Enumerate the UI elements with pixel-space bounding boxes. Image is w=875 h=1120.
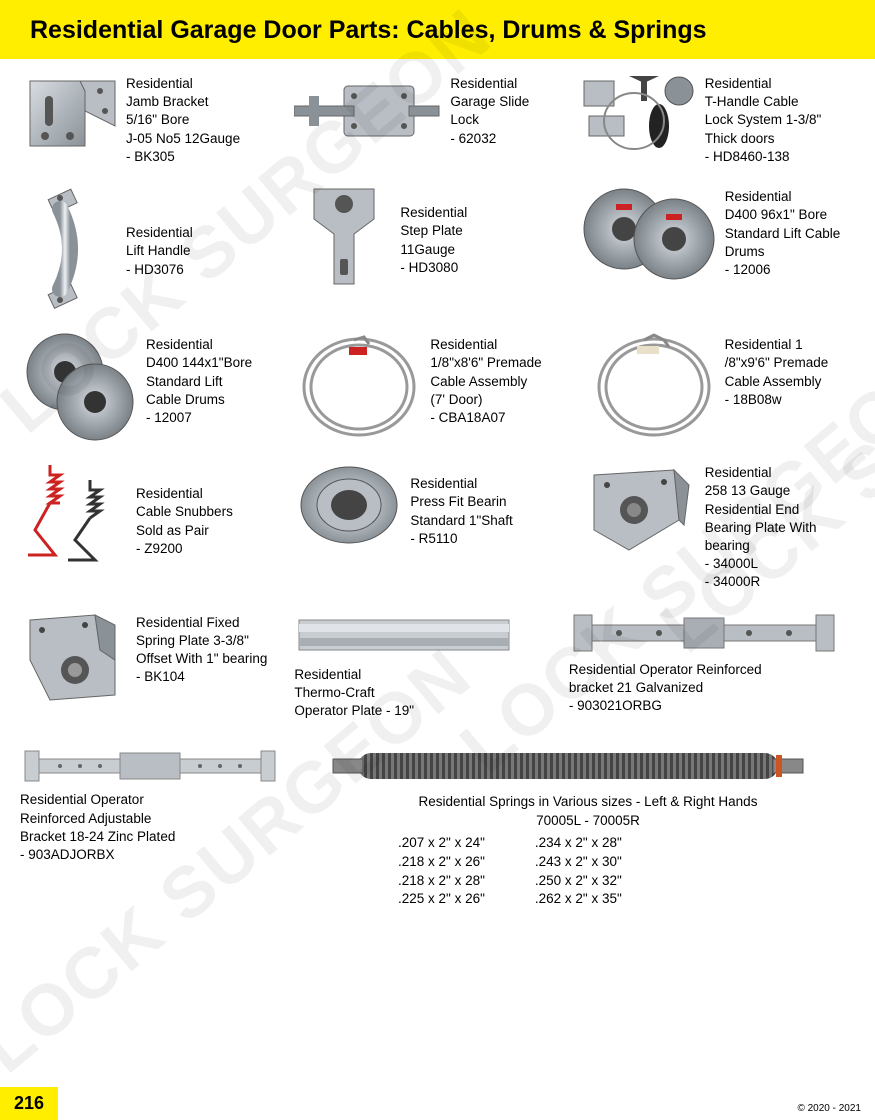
catalog-item: Residential Lift Handle - HD3076 [20, 184, 286, 314]
reinforced-bracket-icon [569, 610, 839, 655]
springs-col-1: .207 x 2" x 24" .218 x 2" x 26" .218 x 2… [398, 834, 485, 910]
catalog-item: Residential Fixed Spring Plate 3-3/8" Of… [20, 610, 286, 721]
cable-assembly-9-icon [589, 332, 719, 442]
page-number: 216 [0, 1087, 58, 1120]
catalog-row: Residential Jamb Bracket 5/16" Bore J-05… [20, 71, 855, 166]
catalog-item: Residential 258 13 Gauge Residential End… [579, 460, 855, 592]
item-label: Residential 1 /8"x9'6" Premade Cable Ass… [725, 332, 829, 409]
end-bearing-plate-icon [579, 460, 699, 560]
catalog-item: Residential T-Handle Cable Lock System 1… [579, 71, 855, 166]
catalog-row: Residential Lift Handle - HD3076 Residen… [20, 184, 855, 314]
cable-assembly-icon [294, 332, 424, 442]
catalog-item: Residential D400 96x1" Bore Standard Lif… [579, 184, 855, 314]
copyright: © 2020 - 2021 [783, 1097, 875, 1120]
page-footer: 216 © 2020 - 2021 [0, 1087, 875, 1120]
catalog-item: Residential Cable Snubbers Sold as Pair … [20, 460, 286, 592]
catalog-item-springs: Residential Springs in Various sizes - L… [308, 745, 848, 909]
springs-col-2: .234 x 2" x 28" .243 x 2" x 30" .250 x 2… [535, 834, 622, 910]
catalog-row: Residential Fixed Spring Plate 3-3/8" Of… [20, 610, 855, 721]
catalog-item: Residential Thermo-Craft Operator Plate … [294, 610, 560, 721]
catalog-item: Residential D400 144x1"Bore Standard Lif… [20, 332, 286, 442]
item-label: Residential 1/8"x8'6" Premade Cable Asse… [430, 332, 541, 427]
jamb-bracket-icon [20, 71, 120, 156]
thermo-plate-icon [294, 610, 514, 660]
catalog-item: Residential 1/8"x8'6" Premade Cable Asse… [294, 332, 580, 442]
adjustable-bracket-icon [20, 745, 280, 785]
springs-icon [328, 745, 808, 787]
page-header: Residential Garage Door Parts: Cables, D… [0, 0, 875, 59]
item-label: Residential Press Fit Bearin Standard 1"… [410, 460, 512, 548]
lift-handle-icon [20, 184, 120, 314]
item-label: Residential Operator Reinforced bracket … [569, 661, 762, 716]
item-label: Residential T-Handle Cable Lock System 1… [705, 71, 822, 166]
catalog-row: Residential Cable Snubbers Sold as Pair … [20, 460, 855, 592]
catalog-item: Residential Operator Reinforced bracket … [569, 610, 855, 721]
spring-plate-icon [20, 610, 130, 710]
springs-sizes: .207 x 2" x 24" .218 x 2" x 26" .218 x 2… [328, 834, 622, 910]
catalog-item: Residential Step Plate 11Gauge - HD3080 [294, 184, 570, 314]
catalog-row: Residential D400 144x1"Bore Standard Lif… [20, 332, 855, 442]
catalog-item: Residential 1 /8"x9'6" Premade Cable Ass… [589, 332, 855, 442]
catalog-row: Residential Operator Reinforced Adjustab… [20, 745, 855, 909]
item-label: Residential Step Plate 11Gauge - HD3080 [400, 184, 467, 277]
item-label: Residential Operator Reinforced Adjustab… [20, 791, 175, 864]
item-label: Residential Fixed Spring Plate 3-3/8" Of… [136, 610, 267, 687]
catalog-item: Residential Press Fit Bearin Standard 1"… [294, 460, 570, 592]
item-label: Residential D400 96x1" Bore Standard Lif… [725, 184, 841, 279]
step-plate-icon [294, 184, 394, 294]
catalog-item: Residential Operator Reinforced Adjustab… [20, 745, 300, 909]
item-label: Residential Garage Slide Lock - 62032 [450, 71, 529, 148]
item-label: Residential 258 13 Gauge Residential End… [705, 460, 817, 592]
item-label: Residential Thermo-Craft Operator Plate … [294, 666, 414, 721]
catalog-content: Residential Jamb Bracket 5/16" Bore J-05… [0, 59, 875, 909]
t-handle-icon [579, 71, 699, 161]
springs-title: Residential Springs in Various sizes - L… [328, 793, 848, 829]
catalog-item: Residential Jamb Bracket 5/16" Bore J-05… [20, 71, 286, 166]
item-label: Residential Jamb Bracket 5/16" Bore J-05… [126, 71, 240, 166]
item-label: Residential Cable Snubbers Sold as Pair … [136, 460, 233, 558]
page-title: Residential Garage Door Parts: Cables, D… [30, 16, 855, 45]
item-label: Residential D400 144x1"Bore Standard Lif… [146, 332, 252, 427]
cable-drums-144-icon [20, 332, 140, 442]
snubbers-icon [20, 460, 130, 570]
slide-lock-icon [294, 71, 444, 151]
item-label: Residential Lift Handle - HD3076 [126, 184, 193, 279]
cable-drums-icon [579, 184, 719, 284]
bearing-icon [294, 460, 404, 550]
catalog-item: Residential Garage Slide Lock - 62032 [294, 71, 570, 166]
